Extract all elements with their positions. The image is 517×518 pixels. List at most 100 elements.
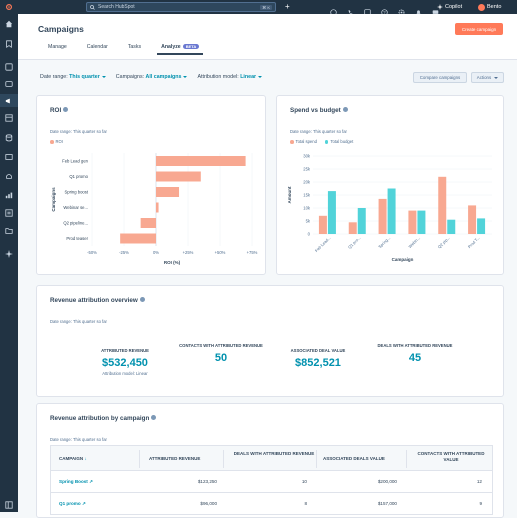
hubspot-logo-icon[interactable] — [0, 0, 18, 14]
cell-contacts: 9 — [479, 501, 482, 506]
page-header: Campaigns Create campaign Manage Calenda… — [18, 14, 517, 60]
svg-text:?: ? — [383, 10, 386, 15]
actions-dropdown-button[interactable]: Actions — [471, 72, 504, 83]
column-header-attributed-revenue[interactable]: ATTRIBUTED REVENUE — [149, 456, 201, 461]
compare-campaigns-button[interactable]: Compare campaigns — [413, 72, 467, 83]
account-menu[interactable]: Bento — [478, 2, 501, 12]
info-icon[interactable] — [151, 414, 157, 420]
spend-date-note: Date range: This quarter so far — [290, 129, 347, 134]
database-icon[interactable] — [5, 134, 13, 142]
bookmark-icon[interactable] — [5, 40, 13, 48]
automation-icon[interactable] — [5, 250, 13, 258]
attribution-value: Linear — [240, 74, 257, 80]
column-header-associated-deals-value[interactable]: ASSOCIATED DEALS VALUE — [323, 456, 385, 461]
campaigns-label: Campaigns: — [115, 74, 145, 80]
chevron-down-icon — [101, 75, 106, 78]
folder-icon[interactable] — [5, 227, 13, 235]
x-tick-label: +50% — [215, 250, 226, 255]
budget-bar — [357, 208, 366, 234]
campaigns-filter[interactable]: Campaigns: All campaigns — [116, 74, 188, 80]
chat-icon[interactable] — [432, 3, 439, 14]
marketplace-icon[interactable] — [364, 3, 371, 16]
y-tick-label: Prod teaser — [66, 236, 88, 241]
revenue-attribution-overview-card: Revenue attribution overview Date range:… — [36, 285, 504, 397]
create-campaign-button[interactable]: Create campaign — [455, 23, 503, 35]
y-tick-label: 15k — [303, 193, 311, 198]
roi-bar — [120, 233, 156, 244]
help-question-icon[interactable]: ? — [381, 3, 388, 16]
conversations-icon[interactable] — [5, 80, 13, 88]
external-link-icon[interactable]: ↗ — [81, 501, 86, 506]
content-icon[interactable] — [5, 114, 13, 122]
global-search-input[interactable]: Search HubSpot ⌘ K — [86, 2, 276, 12]
help-icon[interactable] — [330, 3, 337, 16]
roi-bar — [140, 218, 156, 228]
tab-analyze[interactable]: Analyze BETA — [157, 44, 204, 55]
service-icon[interactable] — [5, 172, 13, 180]
y-tick-label: Spring boost — [64, 190, 88, 195]
date-range-filter[interactable]: Date range: This quarter — [40, 74, 106, 80]
metric-label: ATTRIBUTED REVENUE — [101, 348, 149, 353]
sales-icon[interactable] — [5, 153, 13, 161]
column-divider — [406, 450, 407, 468]
legend-total-budget: Total budget — [324, 139, 353, 144]
x-axis-label: Campaign — [392, 257, 414, 262]
y-tick-label: 30k — [303, 154, 311, 159]
cell-deal-value: $157,000 — [377, 501, 397, 506]
legend-dot — [290, 140, 294, 144]
spend-bar — [378, 198, 387, 234]
phone-icon[interactable] — [347, 3, 354, 15]
global-nav-bar: Search HubSpot ⌘ K + ? Copilot Bento — [0, 0, 517, 16]
roi-card-title: ROI — [50, 106, 69, 114]
x-tick-label: -50% — [87, 250, 97, 255]
campaign-link[interactable]: Spring Boost ↗ — [59, 479, 93, 485]
cell-attributed-revenue: $123,250 — [197, 479, 217, 484]
roi-bar-chart: -50% -25% 0% +25% +50% +75% Feb Lead gen Q1 pro… — [51, 153, 258, 265]
bycampaign-date-note: Date range: This quarter so far — [50, 437, 107, 442]
chevron-down-icon — [494, 76, 499, 79]
spend-bar — [438, 176, 447, 234]
metric-deals-with-attributed-revenue: DEALS WITH ATTRIBUTED REVENUE 45 — [370, 343, 460, 364]
campaign-tabs: Manage Calendar Tasks Analyze BETA — [48, 44, 219, 55]
info-icon[interactable] — [63, 106, 69, 112]
attribution-model-filter[interactable]: Attribution model: Linear — [197, 74, 263, 80]
library-icon[interactable] — [5, 209, 13, 217]
filter-bar: Date range: This quarter Campaigns: All … — [40, 74, 263, 80]
chevron-down-icon — [258, 75, 263, 78]
copilot-button[interactable]: Copilot — [437, 2, 462, 12]
column-header-contacts[interactable]: CONTACTS WITH ATTRIBUTED VALUE — [417, 451, 485, 462]
settings-gear-icon[interactable] — [398, 3, 405, 16]
column-header-deals[interactable]: DEALS WITH ATTRIBUTED REVENUE — [233, 451, 315, 456]
info-icon[interactable] — [139, 296, 145, 302]
campaign-link[interactable]: Q1 promo ↗ — [59, 501, 86, 507]
budget-bar — [447, 219, 456, 234]
tab-calendar[interactable]: Calendar — [86, 44, 108, 50]
metric-value: 45 — [408, 351, 422, 364]
tab-manage[interactable]: Manage — [48, 44, 67, 50]
marketing-icon[interactable] — [5, 97, 13, 105]
home-icon[interactable] — [5, 20, 13, 28]
info-icon[interactable] — [342, 106, 348, 112]
quick-create-plus-icon[interactable]: + — [285, 2, 290, 11]
column-header-label: CAMPAIGN — [59, 456, 84, 461]
column-header-campaign[interactable]: CAMPAIGN ↓ — [59, 456, 87, 462]
date-range-value: This quarter — [69, 74, 100, 80]
x-tick-label: Q2 pip... — [437, 235, 451, 249]
legend-dot — [324, 140, 329, 144]
roi-date-note: Date range: This quarter so far — [50, 129, 107, 134]
contacts-icon[interactable] — [5, 63, 13, 71]
reports-icon[interactable] — [5, 191, 13, 199]
actions-label: Actions — [476, 75, 492, 80]
external-link-icon[interactable]: ↗ — [89, 479, 93, 484]
spend-card-title: Spend vs budget — [290, 106, 348, 114]
metric-value: 50 — [214, 351, 228, 364]
budget-bar — [417, 210, 426, 234]
y-tick-label: 25k — [303, 167, 311, 172]
metric-label: DEALS WITH ATTRIBUTED REVENUE — [377, 343, 453, 348]
collapse-sidebar-icon[interactable] — [5, 501, 13, 509]
notifications-bell-icon[interactable] — [415, 3, 422, 14]
legend-total-spend: Total spend — [290, 139, 317, 144]
metric-label: CONTACTS WITH ATTRIBUTED REVENUE — [179, 343, 263, 348]
tab-tasks[interactable]: Tasks — [127, 44, 142, 50]
roi-bar — [156, 171, 201, 182]
